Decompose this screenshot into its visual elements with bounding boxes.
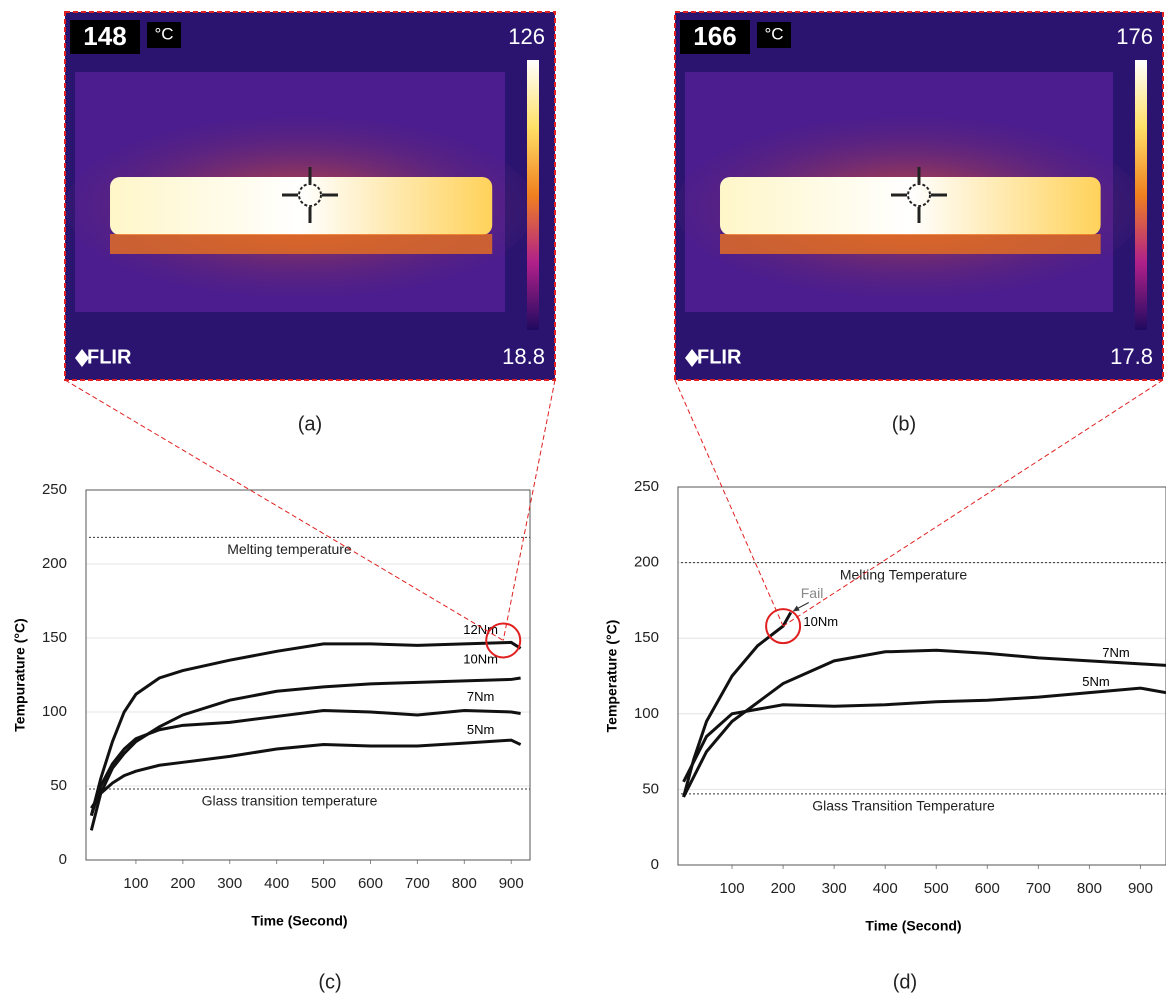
series-label: 7Nm [1102,645,1129,660]
x-tick-label: 500 [311,875,336,892]
unit: °C [764,24,783,43]
y-tick-label: 250 [634,478,659,495]
hot-region [110,177,493,235]
x-tick-label: 400 [873,880,898,897]
reading-box [70,20,140,54]
reference-label: Melting temperature [227,541,352,557]
x-tick-label: 600 [975,880,1000,897]
series-label: 12Nm [463,622,498,637]
series-line [89,640,522,816]
caption: (d) [893,971,917,993]
x-tick-label: 500 [924,880,949,897]
series-line [90,738,522,810]
hot-edge [720,234,1101,254]
reference-label: Glass transition temperature [202,793,378,809]
unit: °C [154,24,173,43]
plot-frame [677,486,1166,866]
plot-frame [85,489,531,861]
x-tick-label: 100 [123,875,148,892]
y-tick-label: 200 [42,555,67,572]
fail-arrowhead [792,605,800,612]
x-tick-label: 100 [720,880,745,897]
reference-label: Melting Temperature [840,566,968,582]
scale-max: 176 [1116,24,1153,49]
series-label: 5Nm [467,722,494,737]
crosshair [907,183,931,207]
brand-icon [75,349,89,367]
hot-region [720,177,1101,235]
series-label: 5Nm [1082,674,1109,689]
color-scale [1135,60,1147,330]
x-tick-label: 800 [1077,880,1102,897]
thermal-image: 148 °C 126 18.8 FLIR [64,11,556,381]
x-tick-label: 200 [170,875,195,892]
unit-box [147,22,181,48]
series-line [89,676,521,831]
x-tick-label: 400 [264,875,289,892]
hot-edge [110,234,493,254]
connector [64,379,504,641]
y-axis-title: Tempurature (°C) [12,618,28,731]
caption: (c) [318,971,341,993]
series-line [682,686,1166,783]
scale-min: 18.8 [502,344,545,369]
x-axis-title: Time (Second) [865,918,961,934]
image-frame [674,11,1164,381]
unit-box [757,22,791,48]
x-tick-label: 200 [771,880,796,897]
reading: 166 [693,21,736,51]
y-tick-label: 150 [42,629,67,646]
brand-logo: FLIR [87,346,132,368]
y-axis-title: Temperature (°C) [604,620,620,733]
crosshair [298,183,322,207]
y-tick-label: 50 [642,780,659,797]
x-tick-label: 700 [1026,880,1051,897]
y-tick-label: 250 [42,481,67,498]
x-tick-label: 300 [217,875,242,892]
scale-max: 126 [508,24,545,49]
y-tick-label: 50 [50,777,67,794]
caption: (a) [298,413,322,435]
y-tick-label: 200 [634,554,659,571]
brand-logo: FLIR [697,346,742,368]
series-label: 10Nm [463,651,498,666]
reading: 148 [83,21,126,51]
scale-min: 17.8 [1110,344,1153,369]
x-tick-label: 900 [1128,880,1153,897]
x-tick-label: 600 [358,875,383,892]
caption: (b) [892,413,916,435]
fail-label: Fail [801,585,824,601]
highlight-circle [765,608,802,645]
connector [782,379,1164,627]
series-label: 10Nm [803,614,838,629]
y-tick-label: 0 [651,856,659,873]
series-label: 7Nm [467,689,494,704]
image-frame [64,11,556,381]
thermal-image: 166 °C 176 17.8 FLIR [674,11,1164,381]
x-tick-label: 300 [822,880,847,897]
series-line [89,709,521,817]
x-tick-label: 700 [405,875,430,892]
connector [674,379,784,627]
y-tick-label: 100 [42,703,67,720]
x-tick-label: 800 [452,875,477,892]
y-tick-label: 150 [634,629,659,646]
brand-icon [685,349,699,367]
x-tick-label: 900 [499,875,524,892]
reference-label: Glass Transition Temperature [812,798,995,814]
connector [502,379,556,641]
highlight-circle [485,622,522,659]
color-scale [527,60,539,330]
series-line [682,648,1166,798]
y-tick-label: 100 [634,705,659,722]
y-tick-label: 0 [59,851,67,868]
x-axis-title: Time (Second) [251,913,347,929]
reading-box [680,20,750,54]
